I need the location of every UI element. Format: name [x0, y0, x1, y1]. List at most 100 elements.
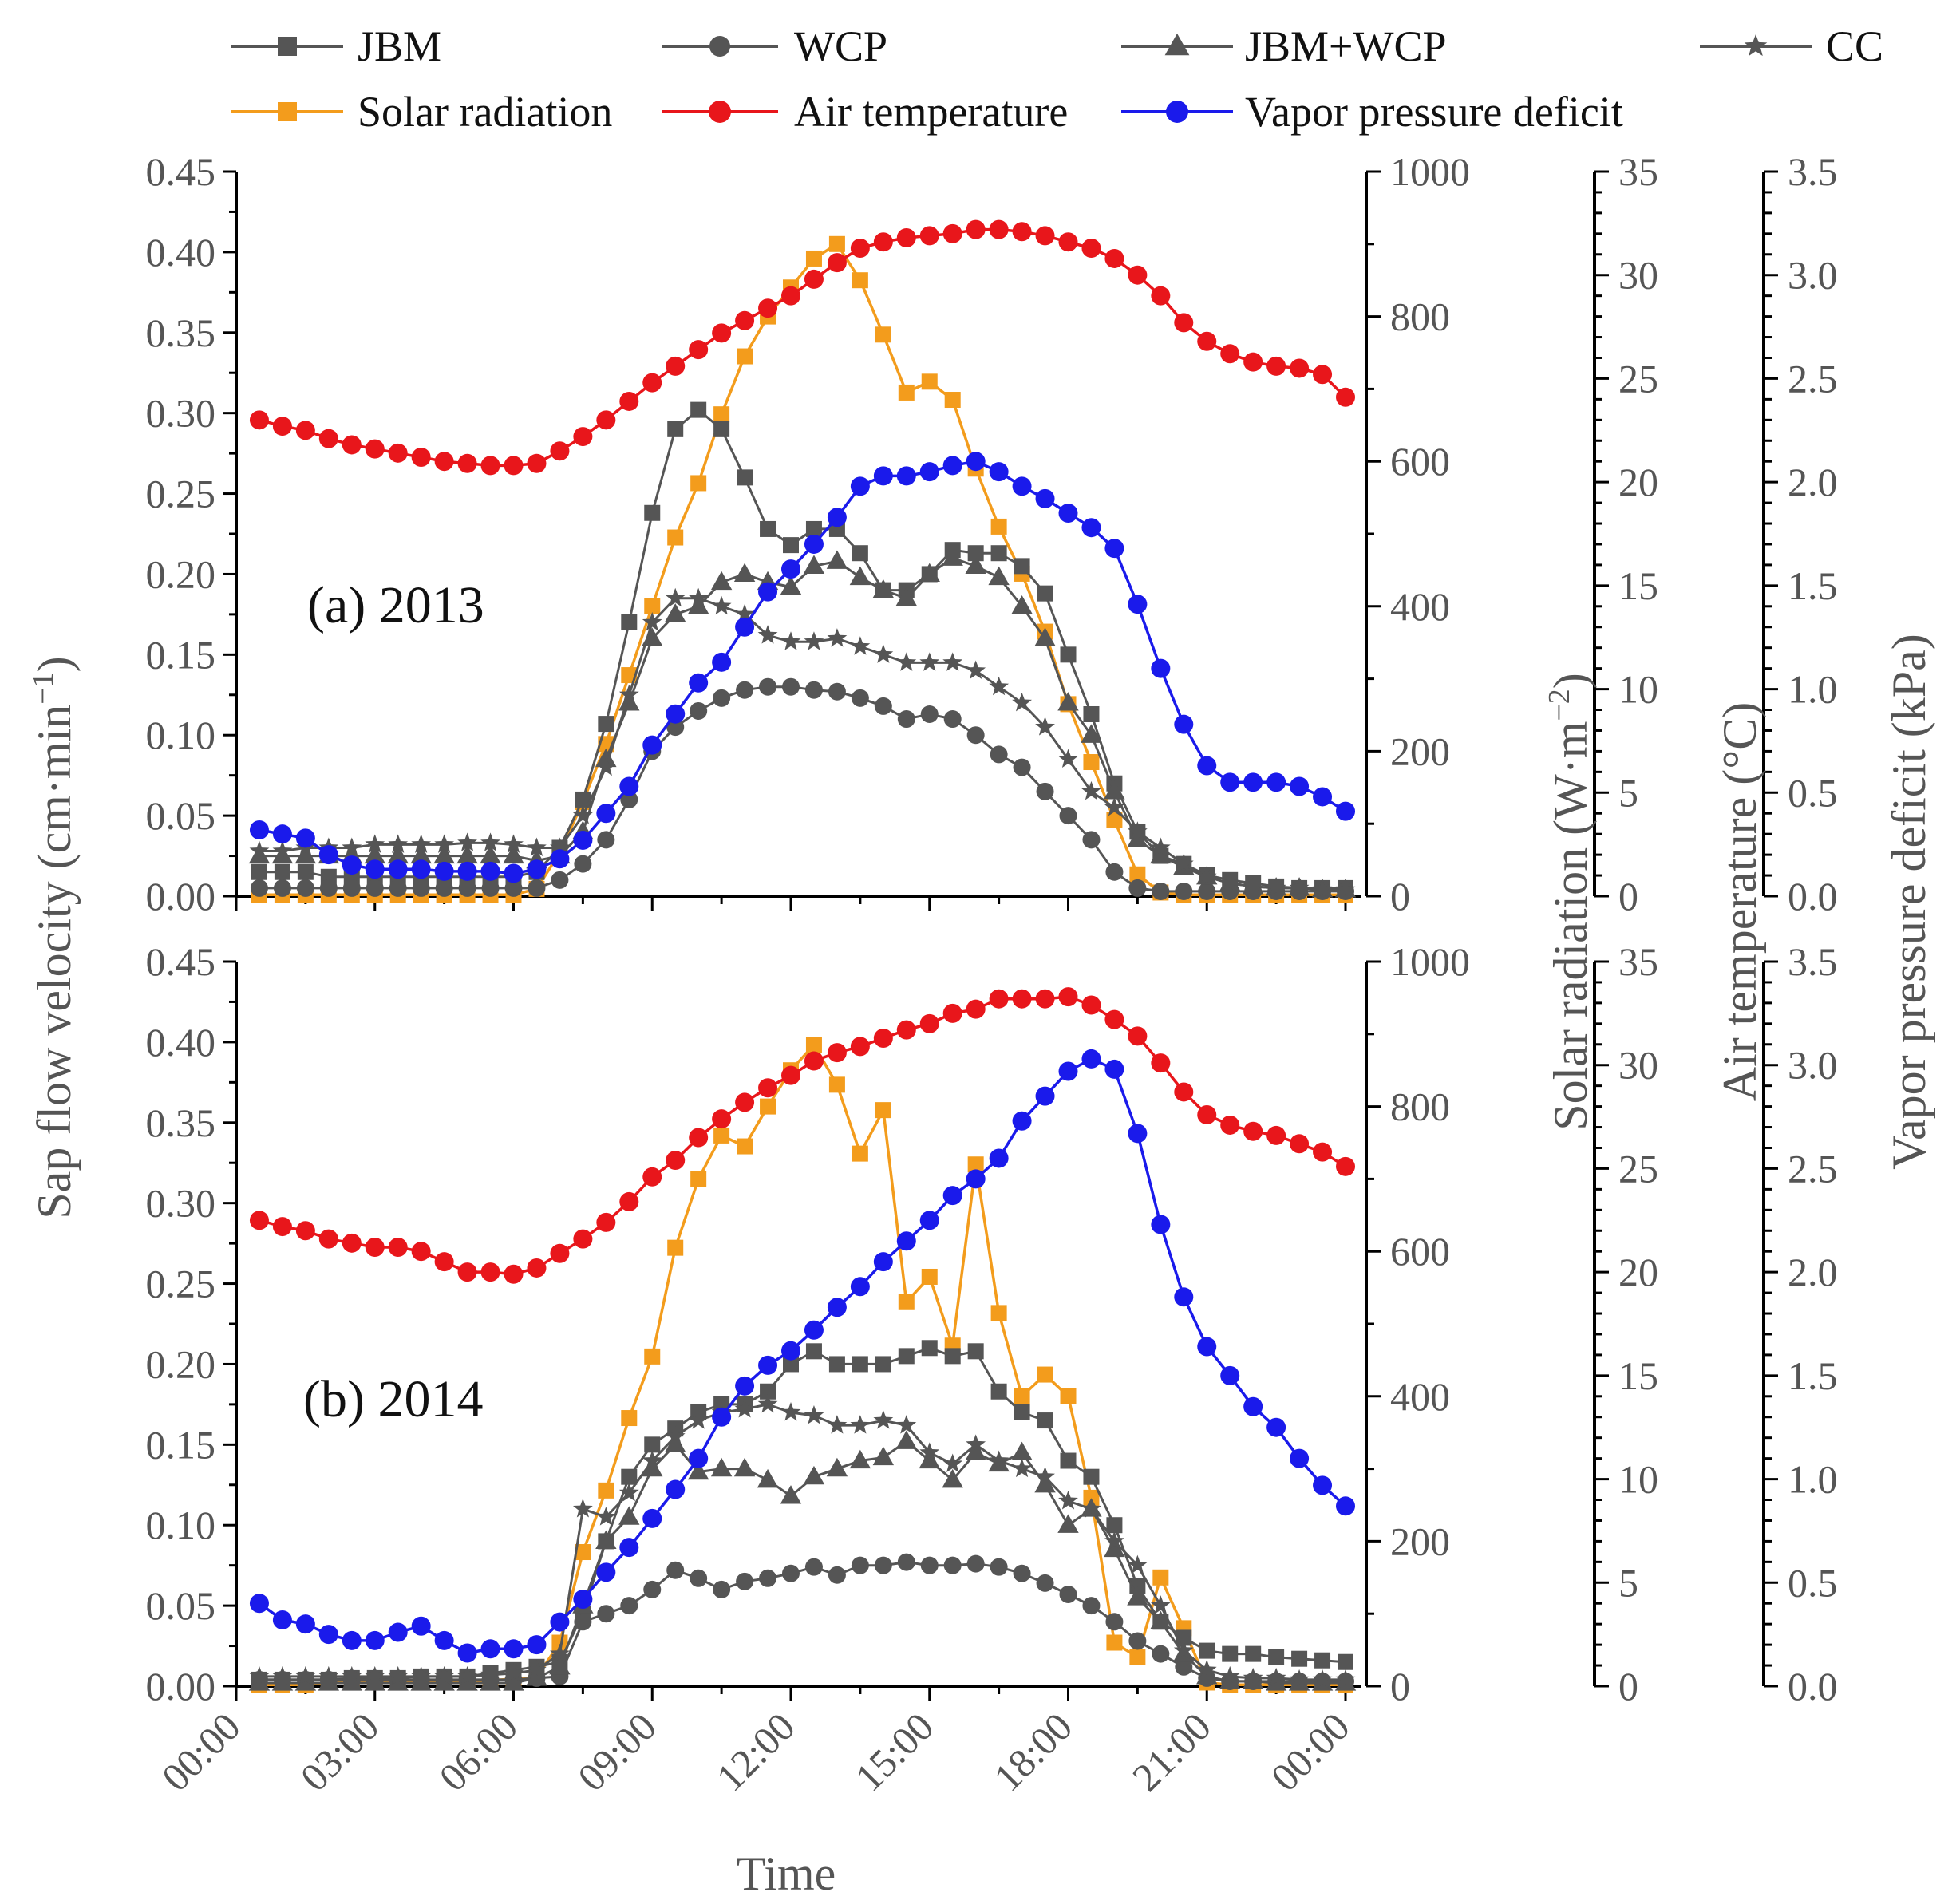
point-jbm-wcp [710, 571, 733, 591]
point-jbm-wcp [965, 1441, 986, 1461]
vpd-tick-label: 2.5 [1788, 356, 1838, 401]
solar-axis-title-sup: −2 [1543, 689, 1576, 721]
point-air-temperature [642, 373, 662, 393]
point-air-temperature [712, 1109, 732, 1129]
point-air-temperature [596, 1212, 616, 1232]
point-jbm-wcp [294, 844, 317, 864]
x-tick-label: 18:00 [985, 1704, 1081, 1799]
point-jbm-wcp [1011, 595, 1033, 614]
point-solar-radiation [713, 406, 730, 423]
point-solar-radiation [898, 1294, 915, 1310]
point-vapor-pressure-deficit [919, 462, 939, 482]
point-air-temperature [318, 1229, 338, 1249]
sap-tick-label: 0.20 [146, 551, 216, 596]
point-air-temperature [1035, 989, 1055, 1009]
point-vapor-pressure-deficit [827, 508, 847, 527]
panel-label-2014: (b) 2014 [303, 1370, 483, 1428]
point-jbm-wcp [503, 1672, 524, 1691]
solar-tick-label: 800 [1390, 294, 1450, 339]
point-air-temperature [1243, 352, 1263, 372]
point-cc [827, 628, 848, 647]
point-air-temperature [527, 453, 547, 473]
point-air-temperature [827, 1043, 847, 1063]
point-vapor-pressure-deficit [457, 861, 477, 881]
solar-tick-label: 1000 [1390, 939, 1470, 984]
point-solar-radiation [1060, 1388, 1077, 1404]
point-jbm-wcp [872, 579, 895, 598]
point-air-temperature [1290, 358, 1310, 378]
point-air-temperature [1081, 995, 1101, 1015]
point-solar-radiation [852, 272, 868, 289]
solar-tick-label: 800 [1390, 1084, 1450, 1129]
temp-tick-label: 0 [1618, 874, 1638, 918]
solar-axis-title: Solar radiation (W·m−2) [1543, 673, 1597, 1131]
point-cc [272, 840, 293, 860]
point-jbm-wcp [341, 1672, 362, 1691]
point-jbm-wcp [780, 575, 802, 595]
point-vapor-pressure-deficit [966, 1169, 986, 1189]
vpd-tick-label: 0.0 [1788, 874, 1838, 918]
point-jbm [1083, 1468, 1100, 1485]
point-air-temperature [1197, 1104, 1217, 1124]
point-cc [504, 834, 524, 853]
x-tick-label: 03:00 [291, 1704, 387, 1799]
point-jbm [1268, 1649, 1285, 1665]
point-wcp [620, 790, 638, 808]
point-cc [919, 652, 940, 671]
legend-vpd-label: Vapor pressure deficit [1245, 88, 1623, 136]
sap-tick-label: 0.35 [146, 1100, 216, 1145]
point-wcp [435, 879, 453, 897]
point-vapor-pressure-deficit [781, 1341, 800, 1361]
point-air-temperature [942, 1003, 962, 1023]
point-cc [734, 603, 755, 623]
point-solar-radiation [1106, 812, 1123, 828]
point-wcp [1059, 1585, 1077, 1603]
point-vapor-pressure-deficit [1058, 504, 1078, 523]
point-air-temperature [966, 219, 986, 239]
point-jbm-wcp [1150, 844, 1172, 864]
point-jbm-wcp [294, 1672, 317, 1691]
legend-cc-symbol [1744, 34, 1768, 57]
point-wcp [874, 697, 892, 715]
sap-tick-label: 0.05 [146, 793, 216, 838]
point-air-temperature [365, 1238, 385, 1258]
point-solar-radiation [667, 1239, 684, 1256]
point-air-temperature [942, 223, 962, 243]
point-jbm [760, 520, 776, 537]
point-vapor-pressure-deficit [919, 1211, 939, 1230]
point-jbm-wcp [757, 1468, 779, 1488]
point-vapor-pressure-deficit [896, 466, 916, 486]
series-vapor-pressure-deficit-line [258, 1057, 1347, 1655]
temp-tick-label: 10 [1618, 667, 1658, 712]
sap-axis-title-end: ) [28, 656, 81, 672]
point-solar-radiation [875, 1102, 891, 1119]
point-jbm [1106, 1517, 1123, 1534]
point-wcp [943, 710, 962, 729]
point-jbm-wcp [642, 1457, 663, 1477]
point-jbm-wcp [1127, 828, 1148, 847]
point-jbm-wcp [803, 1465, 825, 1485]
point-air-temperature [504, 1264, 524, 1284]
point-vapor-pressure-deficit [1266, 772, 1286, 792]
series-air-temperature [249, 219, 1355, 476]
point-jbm [1037, 585, 1053, 602]
point-jbm [644, 1436, 661, 1453]
point-vapor-pressure-deficit [1081, 1049, 1101, 1069]
point-cc [966, 1434, 986, 1453]
point-air-temperature [1035, 226, 1055, 246]
point-wcp [342, 879, 361, 897]
sap-tick-label: 0.00 [146, 874, 216, 918]
point-air-temperature [689, 340, 709, 360]
point-jbm-wcp [942, 1468, 963, 1488]
point-cc [1289, 877, 1310, 897]
point-air-temperature [1104, 248, 1124, 268]
point-cc [1058, 1490, 1078, 1510]
point-air-temperature [480, 1262, 500, 1282]
x-tick-labels: 00:00 03:00 06:00 09:00 12:00 15:00 18:00 21:00… [153, 1704, 1358, 1799]
point-jbm-wcp [456, 844, 478, 864]
point-wcp [389, 879, 407, 897]
point-wcp [366, 879, 384, 897]
point-cc [642, 1450, 662, 1470]
point-vapor-pressure-deficit [365, 1630, 385, 1650]
legend-cc-label: CC [1826, 22, 1883, 70]
